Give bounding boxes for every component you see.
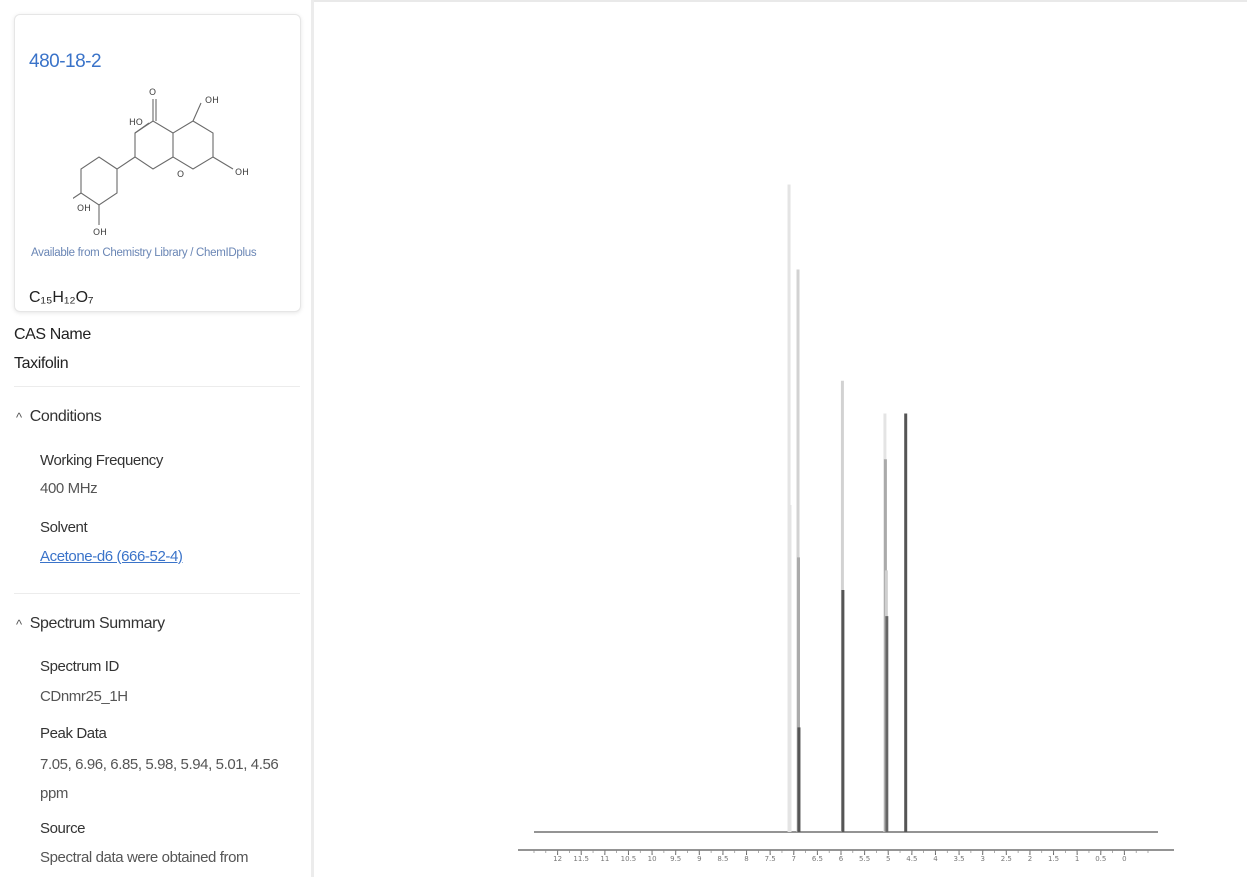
x-tick-label: 5.5: [859, 855, 870, 863]
details-sidebar: 480-18-2 O: [0, 0, 314, 877]
x-tick-label: 9: [697, 855, 701, 863]
atom-label: HO: [129, 118, 143, 128]
x-tick-label: 10.5: [621, 855, 637, 863]
x-tick-label: 4.5: [906, 855, 917, 863]
x-tick-label: 0.5: [1095, 855, 1106, 863]
conditions-title: Conditions: [29, 408, 102, 425]
atom-label: OH: [205, 96, 219, 106]
peak-data-label: Peak Data: [40, 725, 107, 742]
x-tick-label: 9.5: [670, 855, 681, 863]
atom-label: OH: [77, 204, 91, 214]
atom-label: OH: [93, 228, 107, 238]
x-tick-label: 4: [933, 855, 938, 863]
structure-attribution: Available from Chemistry Library / ChemI…: [31, 247, 257, 259]
x-tick-label: 3: [980, 855, 984, 863]
chemical-structure-image: O OH HO O OH OH OH: [73, 88, 249, 238]
frequency-label: Working Frequency: [40, 452, 163, 469]
x-tick-label: 6.5: [812, 855, 823, 863]
spectrum-id-value: CDnmr25_1H: [40, 688, 128, 705]
solvent-link[interactable]: Acetone-d6 (666-52-4): [40, 548, 183, 565]
chevron-up-icon: ^: [16, 616, 22, 632]
x-tick-label: 6: [839, 855, 844, 863]
chevron-up-icon: ^: [16, 409, 22, 425]
cas-name-value: Taxifolin: [14, 355, 69, 372]
x-tick-label: 1: [1075, 855, 1079, 863]
cas-name-label: CAS Name: [14, 326, 91, 343]
x-tick-label: 10: [648, 855, 657, 863]
x-tick-label: 7.5: [765, 855, 776, 863]
atom-label: OH: [235, 168, 249, 178]
x-tick-label: 2: [1028, 855, 1032, 863]
peak-data-value: 7.05, 6.96, 6.85, 5.98, 5.94, 5.01, 4.56…: [40, 756, 279, 802]
compound-card: 480-18-2 O: [14, 14, 301, 312]
section-divider: [14, 386, 300, 387]
atom-label: O: [177, 170, 184, 180]
x-tick-label: 8: [744, 855, 748, 863]
x-tick-label: 7: [792, 855, 796, 863]
x-tick-label: 8.5: [717, 855, 728, 863]
solvent-label: Solvent: [40, 519, 88, 536]
x-tick-label: 1.5: [1048, 855, 1059, 863]
source-label: Source: [40, 820, 86, 837]
x-tick-label: 11: [600, 855, 609, 863]
x-tick-label: 3.5: [954, 855, 965, 863]
atom-label: O: [149, 88, 156, 98]
x-tick-label: 11.5: [573, 855, 589, 863]
x-tick-label: 0: [1122, 855, 1126, 863]
nmr-spectrum-chart: 12 11.5 11 10.5 10 9.5 9 8.5 8 7.5 7 6.5 6 5.5 5 4.5 4 3.…: [518, 184, 1174, 863]
x-tick-label: 5: [886, 855, 890, 863]
source-value: Spectral data were obtained from: [40, 849, 249, 866]
spectrum-summary-title: Spectrum Summary: [29, 615, 165, 632]
x-tick-label: 12: [553, 855, 562, 863]
cas-number-link[interactable]: 480-18-2: [29, 51, 102, 72]
top-divider: [0, 0, 1247, 2]
spectrum-id-label: Spectrum ID: [40, 658, 119, 675]
spectrum-summary-toggle[interactable]: ^ Spectrum Summary: [16, 615, 165, 633]
molecular-formula: C₁₅H₁₂O₇: [29, 289, 94, 306]
section-divider: [14, 593, 300, 594]
conditions-toggle[interactable]: ^ Conditions: [16, 408, 102, 426]
x-tick-label: 2.5: [1001, 855, 1012, 863]
frequency-value: 400 MHz: [40, 480, 98, 497]
